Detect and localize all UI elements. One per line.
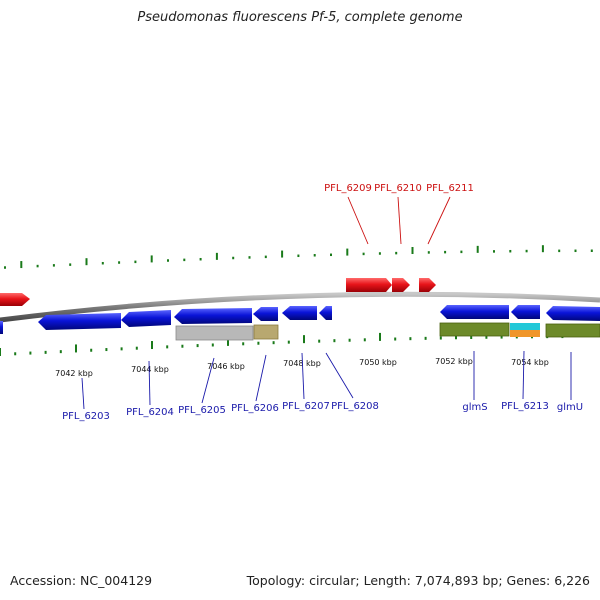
forward-gene-labels: PFL_6209 PFL_6210 PFL_6211 <box>324 183 474 245</box>
reverse-gene-arrow[interactable] <box>282 306 317 320</box>
scale-label: 7050 kbp <box>359 358 397 367</box>
reverse-gene-label[interactable]: PFL_6208 <box>331 401 379 412</box>
scale-labels: 7042 kbp 7044 kbp 7046 kbp 7048 kbp 7050 kbp… <box>55 357 549 378</box>
label-leader-line <box>397 196 402 245</box>
scale-label: 7044 kbp <box>131 365 169 374</box>
forward-genes <box>0 278 436 306</box>
topology-label: Topology: circular; Length: 7,074,893 bp… <box>246 573 590 588</box>
reverse-gene-label[interactable]: glmS <box>462 402 487 413</box>
forward-gene-arrow[interactable] <box>392 278 410 292</box>
label-leader-line <box>325 352 354 399</box>
reverse-gene-label[interactable]: glmU <box>557 402 583 413</box>
reverse-gene-label[interactable]: PFL_6204 <box>126 407 174 418</box>
feature-block[interactable] <box>175 325 254 341</box>
label-leader-line <box>148 360 151 406</box>
feature-blocks <box>175 322 600 341</box>
reverse-gene-labels: PFL_6203 PFL_6204 PFL_6205 PFL_6206 PFL_6207… <box>62 350 583 422</box>
forward-gene-arrow[interactable] <box>346 278 392 292</box>
label-leader-line <box>255 354 267 402</box>
forward-gene-arrow[interactable] <box>0 293 30 306</box>
forward-gene-label[interactable]: PFL_6211 <box>426 183 474 194</box>
feature-block[interactable] <box>439 322 510 337</box>
label-leader-line <box>81 377 85 410</box>
reverse-gene-label[interactable]: PFL_6213 <box>501 401 549 412</box>
reverse-gene-arrow[interactable] <box>121 310 171 327</box>
forward-gene-arrow[interactable] <box>419 278 436 292</box>
reverse-gene-arrow[interactable] <box>0 321 3 334</box>
reverse-gene-arrow[interactable] <box>38 313 121 330</box>
scale-label: 7046 kbp <box>207 362 245 371</box>
reverse-gene-arrow[interactable] <box>253 307 278 321</box>
forward-tick-row <box>4 245 593 269</box>
reverse-gene-arrow[interactable] <box>511 305 540 319</box>
feature-block[interactable] <box>510 323 540 330</box>
reverse-gene-arrow[interactable] <box>440 305 509 319</box>
feature-block[interactable] <box>545 323 600 338</box>
label-leader-line <box>427 196 451 245</box>
reverse-gene-arrow[interactable] <box>546 306 600 321</box>
label-leader-line <box>301 352 305 400</box>
label-leader-line <box>201 357 215 404</box>
feature-block[interactable] <box>510 330 540 337</box>
reverse-gene-label[interactable]: PFL_6205 <box>178 405 226 416</box>
reverse-gene-label[interactable]: PFL_6207 <box>282 401 330 412</box>
feature-block[interactable] <box>253 324 279 340</box>
accession-label: Accession: NC_004129 <box>10 573 153 588</box>
label-leader-line <box>347 196 369 245</box>
scale-label: 7054 kbp <box>511 358 549 367</box>
scale-label: 7042 kbp <box>55 369 93 378</box>
forward-gene-label[interactable]: PFL_6210 <box>374 183 422 194</box>
scale-label: 7048 kbp <box>283 359 321 368</box>
label-leader-line <box>522 350 525 400</box>
reverse-gene-label[interactable]: PFL_6203 <box>62 411 110 422</box>
reverse-genes <box>0 305 600 334</box>
reverse-gene-arrow[interactable] <box>174 308 252 324</box>
reverse-gene-arrow[interactable] <box>319 306 332 320</box>
forward-gene-label[interactable]: PFL_6209 <box>324 183 372 194</box>
reverse-gene-label[interactable]: PFL_6206 <box>231 403 279 414</box>
genome-title: Pseudomonas fluorescens Pf-5, complete g… <box>137 10 463 25</box>
scale-label: 7052 kbp <box>435 357 473 366</box>
genome-backbone <box>0 291 600 323</box>
